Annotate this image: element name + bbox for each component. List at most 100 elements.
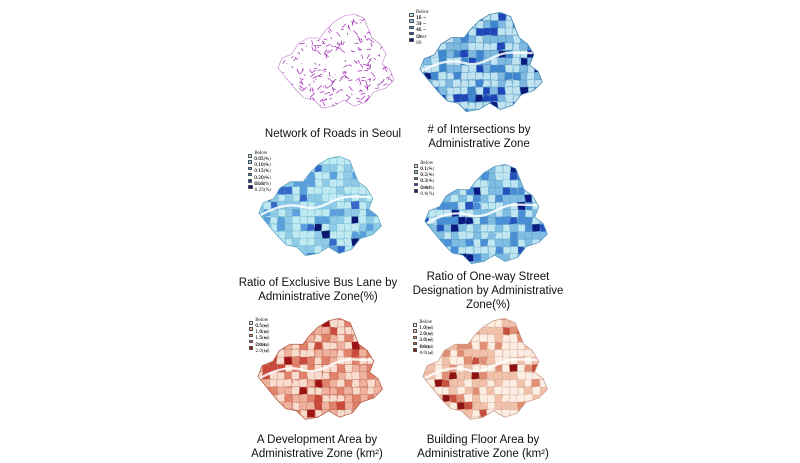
admin-zone xyxy=(439,64,448,74)
road-segment xyxy=(393,115,398,116)
admin-zone xyxy=(307,409,315,418)
admin-zone xyxy=(482,79,491,88)
admin-zone xyxy=(424,253,430,263)
admin-zone xyxy=(486,356,495,365)
admin-zone xyxy=(365,245,375,254)
admin-zone xyxy=(479,165,489,173)
admin-zone xyxy=(336,334,345,343)
road-segment xyxy=(310,28,316,34)
admin-zone xyxy=(246,387,254,395)
admin-zone xyxy=(541,12,543,22)
admin-zone xyxy=(489,64,499,73)
legend-item: 46 ~ 60 xyxy=(409,27,430,39)
admin-zone xyxy=(344,318,353,320)
admin-zone xyxy=(292,334,301,343)
legend-label: Below 0.5(㎢) xyxy=(255,316,270,329)
caption-floor-area: Building Floor Area by Administrative Zo… xyxy=(402,433,564,461)
admin-zone xyxy=(337,372,346,381)
admin-zone xyxy=(314,425,322,428)
admin-zone xyxy=(434,333,443,343)
admin-zone xyxy=(441,341,451,351)
legend-floor-area: Below 1.0(㎢) 1.0 ~ 2.0(㎢) 2.0 ~ 3.0(㎢) 3… xyxy=(413,319,435,355)
admin-zone xyxy=(423,79,432,88)
admin-zone xyxy=(467,93,477,103)
legend-label: 46 ~ 60 xyxy=(416,27,427,39)
road-segment xyxy=(275,83,277,86)
admin-zone xyxy=(483,109,492,112)
road-segment xyxy=(340,49,346,53)
admin-zone xyxy=(359,334,368,343)
road-segment xyxy=(280,20,286,25)
admin-zone xyxy=(467,20,476,29)
admin-zone xyxy=(373,171,382,181)
admin-zone xyxy=(414,247,422,254)
admin-zone xyxy=(298,318,308,320)
road-segment xyxy=(322,14,325,15)
admin-zone xyxy=(322,216,331,225)
road-segment xyxy=(350,50,356,53)
road-segment xyxy=(382,92,387,95)
admin-zone xyxy=(505,109,514,112)
admin-zone xyxy=(277,157,286,165)
road-segment xyxy=(271,25,275,29)
admin-zone xyxy=(508,371,518,380)
admin-zone xyxy=(276,319,286,329)
road-network-map xyxy=(271,13,398,116)
admin-zone xyxy=(298,393,308,403)
admin-zone xyxy=(446,20,455,29)
admin-zone xyxy=(546,409,548,418)
legend-swatch xyxy=(249,339,254,344)
admin-zone xyxy=(479,334,488,343)
admin-zone xyxy=(373,186,382,195)
road-segment xyxy=(373,57,377,60)
road-segment xyxy=(375,87,379,89)
admin-zone xyxy=(336,172,345,180)
admin-zone xyxy=(472,164,481,173)
admin-zone xyxy=(270,208,279,218)
road-segment xyxy=(294,99,298,102)
admin-zone xyxy=(497,20,506,29)
road-segment xyxy=(313,19,317,21)
admin-zone xyxy=(321,333,330,343)
admin-zone xyxy=(351,364,361,373)
road-segment xyxy=(361,65,364,69)
admin-zone xyxy=(299,157,308,165)
road-segment xyxy=(369,104,373,108)
admin-zone xyxy=(284,186,293,195)
admin-zone xyxy=(435,260,445,264)
road-segment xyxy=(279,78,283,82)
admin-zone xyxy=(540,172,548,182)
admin-zone xyxy=(409,58,417,65)
admin-zone xyxy=(428,245,438,255)
admin-zone xyxy=(538,186,548,196)
admin-zone xyxy=(524,171,534,181)
admin-zone xyxy=(278,194,287,203)
admin-zone xyxy=(437,71,447,81)
admin-zone xyxy=(475,20,484,29)
road-segment xyxy=(364,85,369,91)
road-segment xyxy=(303,104,308,107)
road-segment xyxy=(275,28,278,29)
road-segment xyxy=(327,15,331,21)
admin-zone xyxy=(350,156,360,158)
legend-item: 0.05 ~ 0.10(%) xyxy=(248,156,273,167)
admin-zone xyxy=(313,401,324,411)
admin-zone xyxy=(321,156,331,159)
road-segment xyxy=(328,14,332,16)
admin-zone xyxy=(509,216,518,225)
admin-zone xyxy=(473,216,481,225)
road-segment xyxy=(366,59,372,65)
admin-zone xyxy=(374,341,383,350)
road-segment xyxy=(315,78,317,81)
admin-zone xyxy=(367,341,376,350)
admin-zone xyxy=(487,224,496,233)
road-segment xyxy=(382,67,385,70)
admin-zone xyxy=(329,379,338,388)
admin-zone xyxy=(351,325,361,335)
admin-zone xyxy=(298,387,308,395)
admin-zone xyxy=(480,245,489,255)
admin-zone xyxy=(464,326,473,335)
admin-zone xyxy=(467,86,476,95)
admin-zone xyxy=(546,319,548,328)
admin-zone xyxy=(516,341,526,350)
